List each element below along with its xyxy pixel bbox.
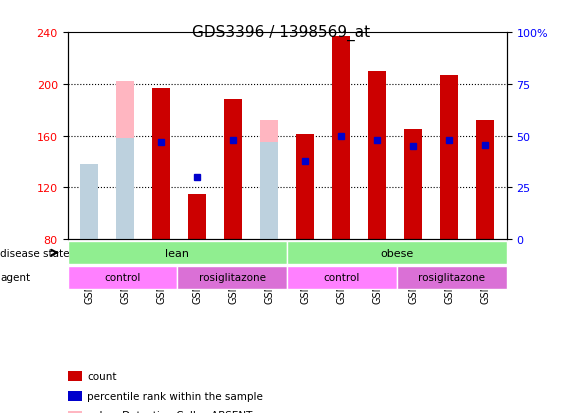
Text: lean: lean [166, 248, 189, 258]
Text: GDS3396 / 1398569_at: GDS3396 / 1398569_at [193, 25, 370, 41]
Bar [296, 135, 314, 240]
Bar [116, 139, 134, 240]
Text: percentile rank within the sample: percentile rank within the sample [87, 391, 263, 401]
Text: control: control [324, 273, 360, 283]
Bar [404, 130, 422, 240]
Bar [188, 195, 206, 240]
Text: control: control [104, 273, 141, 283]
Bar [116, 82, 134, 240]
Text: count: count [87, 371, 117, 381]
Text: rosiglitazone: rosiglitazone [418, 273, 485, 283]
Text: value, Detection Call = ABSENT: value, Detection Call = ABSENT [87, 411, 253, 413]
Text: agent: agent [0, 273, 30, 283]
Bar [260, 143, 278, 240]
Text: disease state: disease state [0, 248, 69, 258]
Bar [332, 37, 350, 240]
Bar [476, 121, 494, 240]
Bar [440, 76, 458, 240]
Bar [152, 88, 170, 240]
Bar [224, 100, 242, 240]
Bar [260, 121, 278, 240]
Text: rosiglitazone: rosiglitazone [199, 273, 266, 283]
Bar [80, 165, 98, 240]
Bar [368, 72, 386, 240]
Text: obese: obese [380, 248, 414, 258]
Bar [80, 165, 98, 240]
